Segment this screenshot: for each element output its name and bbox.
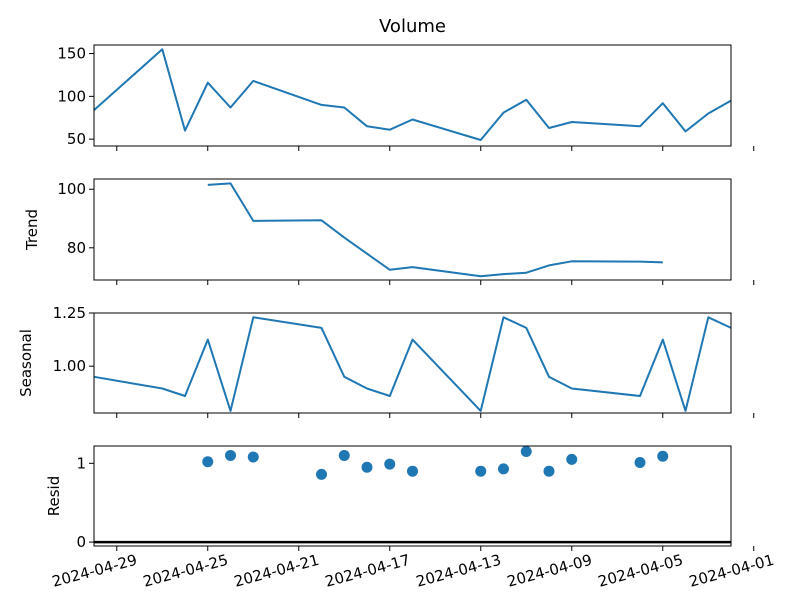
axes-frame	[93, 312, 732, 414]
panel-4: 0 1 Resid	[45, 445, 755, 551]
y-tick-label: 80	[67, 239, 86, 257]
y-tick-label: 0	[76, 533, 86, 551]
resid-point	[338, 449, 350, 461]
axes-frame	[93, 44, 732, 147]
resid-point	[657, 450, 669, 462]
resid-point	[634, 457, 646, 469]
y-tick-label: 100	[57, 180, 86, 198]
y-tick-label: 1	[76, 454, 86, 472]
y-axis-label: Seasonal	[17, 329, 35, 397]
panel-2: 80 100 Trend	[23, 178, 755, 285]
panel-3: 1.00 1.25 Seasonal	[17, 304, 755, 418]
resid-point	[475, 465, 487, 477]
panel-title: Volume	[379, 16, 446, 37]
resid-point	[225, 449, 236, 461]
resid-point	[520, 446, 532, 458]
resid-point	[407, 465, 418, 477]
y-axis-label: Resid	[45, 476, 63, 516]
resid-point	[498, 463, 509, 475]
series-line	[93, 48, 732, 141]
resid-point	[566, 453, 578, 465]
y-tick-label: 100	[57, 87, 86, 105]
resid-point	[247, 451, 259, 463]
axes-frame	[93, 178, 732, 281]
axes-frame	[93, 445, 732, 547]
resid-point	[543, 465, 555, 477]
y-tick-label: 50	[67, 130, 86, 148]
series-line	[207, 182, 663, 278]
panels: 50 100 150 Volume 80 100 Trend 1.00 1.25 Seasonal…	[17, 16, 755, 551]
panel-1: 50 100 150 Volume	[57, 16, 755, 151]
y-tick-label: 1.25	[53, 304, 86, 322]
resid-point	[202, 456, 214, 468]
y-tick-label: 1.00	[53, 357, 86, 375]
series-line	[93, 316, 732, 412]
resid-point	[384, 458, 396, 470]
y-tick-label: 150	[57, 45, 86, 63]
y-axis-label: Trend	[23, 209, 41, 251]
resid-point	[316, 468, 327, 480]
resid-point	[361, 461, 373, 473]
